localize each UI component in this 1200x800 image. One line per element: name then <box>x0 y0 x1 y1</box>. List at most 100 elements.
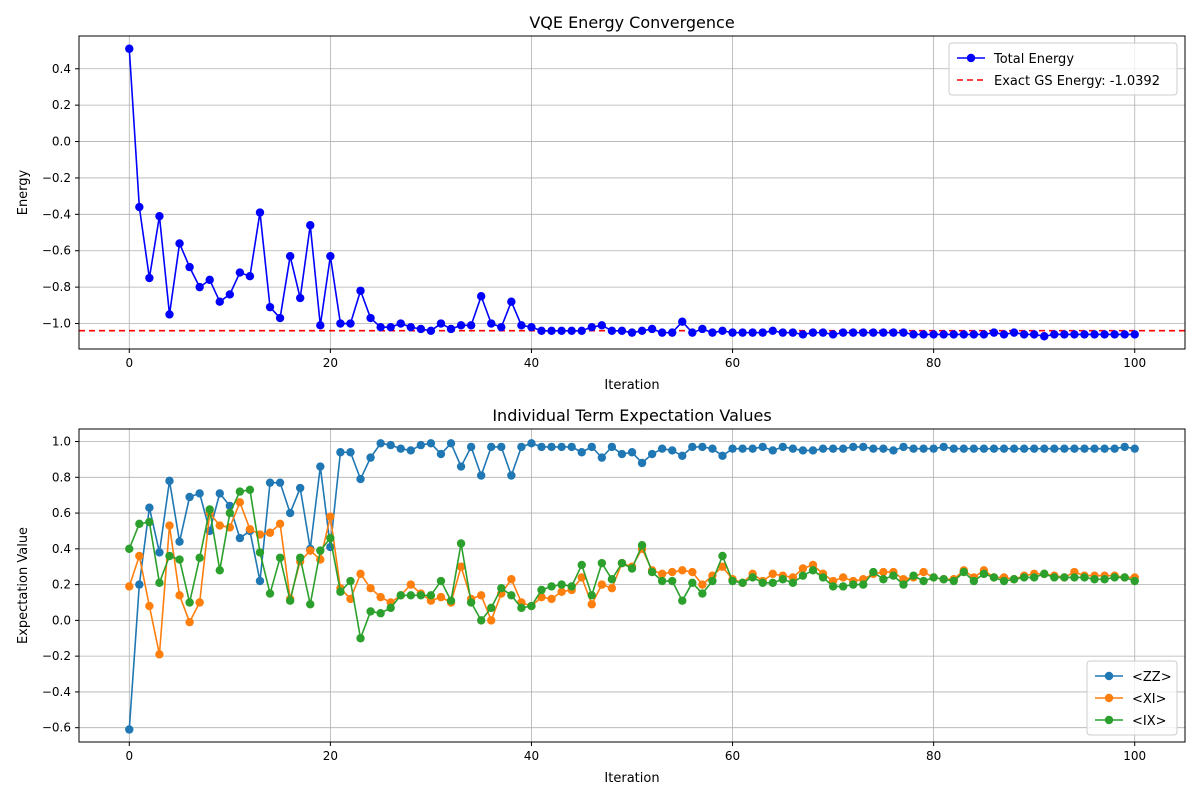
data-point <box>466 598 476 607</box>
data-point <box>758 442 767 452</box>
data-point <box>285 596 295 605</box>
data-point <box>326 512 335 521</box>
data-point <box>557 442 566 452</box>
data-point <box>125 582 134 591</box>
data-point <box>255 576 265 586</box>
data-point <box>356 286 365 295</box>
y-tick-label: 0.8 <box>52 470 71 484</box>
data-point <box>939 575 948 584</box>
x-tick-label: 60 <box>725 356 740 370</box>
data-point <box>336 319 345 328</box>
data-point <box>135 202 144 212</box>
data-point <box>446 324 456 334</box>
data-point <box>718 326 727 335</box>
data-point <box>296 293 305 303</box>
data-point <box>476 292 486 301</box>
data-point <box>175 537 184 546</box>
data-point <box>476 616 486 625</box>
data-point <box>899 442 908 452</box>
data-point <box>879 567 888 577</box>
data-point <box>879 328 888 337</box>
data-point <box>306 221 315 230</box>
data-point <box>1070 573 1079 582</box>
data-point <box>1060 330 1069 339</box>
data-point <box>195 553 204 562</box>
expectation-y-axis-label: Expectation Value <box>16 527 31 644</box>
data-point <box>999 330 1009 339</box>
data-point <box>487 442 496 452</box>
data-point <box>919 330 928 339</box>
expectation-chart-title: Individual Term Expectation Values <box>492 406 771 425</box>
data-point <box>537 442 546 452</box>
data-point <box>1090 575 1099 584</box>
data-point <box>406 591 415 600</box>
data-point <box>356 634 365 643</box>
data-point <box>175 239 184 248</box>
data-point <box>1029 330 1039 339</box>
data-point <box>668 576 677 586</box>
energy-x-axis-label: Iteration <box>604 378 659 393</box>
data-point <box>155 650 164 659</box>
data-point <box>1090 444 1099 453</box>
data-point <box>185 617 194 627</box>
data-point <box>989 328 999 337</box>
data-point <box>577 326 586 335</box>
data-point <box>185 492 194 502</box>
data-point <box>275 553 285 562</box>
data-point <box>597 453 607 462</box>
data-point <box>245 485 255 495</box>
data-point <box>386 322 395 332</box>
data-point <box>255 548 265 557</box>
data-point <box>396 319 405 328</box>
data-point <box>989 573 999 582</box>
data-point <box>597 558 607 568</box>
data-point <box>155 578 164 588</box>
data-point <box>999 576 1009 586</box>
data-point <box>587 591 596 600</box>
data-point <box>1040 569 1049 579</box>
energy-y-axis-label: Energy <box>16 169 31 215</box>
data-point <box>386 603 395 613</box>
data-point <box>517 603 526 613</box>
data-point <box>235 487 245 496</box>
data-point <box>607 575 617 584</box>
data-point <box>235 268 245 277</box>
data-point <box>708 576 717 586</box>
data-point <box>808 446 818 455</box>
expectation-series <box>125 439 1139 734</box>
data-point <box>678 596 687 605</box>
data-point <box>376 592 385 602</box>
data-point <box>1040 332 1049 341</box>
data-point <box>647 324 657 334</box>
data-point <box>969 330 979 339</box>
data-point <box>678 317 687 326</box>
data-point <box>637 458 647 468</box>
data-point <box>165 521 174 530</box>
data-point <box>748 444 757 453</box>
data-point <box>1029 573 1039 582</box>
y-tick-label: −0.2 <box>42 649 71 663</box>
data-point <box>326 251 335 261</box>
data-point <box>728 328 737 337</box>
data-point <box>828 444 838 453</box>
x-tick-label: 20 <box>323 749 338 763</box>
energy-ticks: 0 20 40 60 80 100 −1.0 −0.8 −0.6 −0.4 −0.2 0.0 0.2 0.… <box>42 62 1146 370</box>
data-point <box>306 546 315 555</box>
data-point <box>456 562 466 571</box>
data-point <box>657 576 667 586</box>
data-point <box>939 442 948 452</box>
data-point <box>607 583 617 593</box>
data-point <box>929 330 938 339</box>
legend-xi-marker <box>1104 693 1114 703</box>
legend-zz-marker <box>1104 671 1114 681</box>
data-point <box>869 567 878 577</box>
data-point <box>547 442 556 452</box>
data-point <box>899 580 908 589</box>
data-point <box>879 444 888 453</box>
data-point <box>657 328 667 337</box>
data-point <box>838 328 848 337</box>
data-point <box>668 328 677 337</box>
data-point <box>265 589 275 598</box>
data-point <box>698 589 707 598</box>
y-tick-label: −0.4 <box>42 685 71 699</box>
